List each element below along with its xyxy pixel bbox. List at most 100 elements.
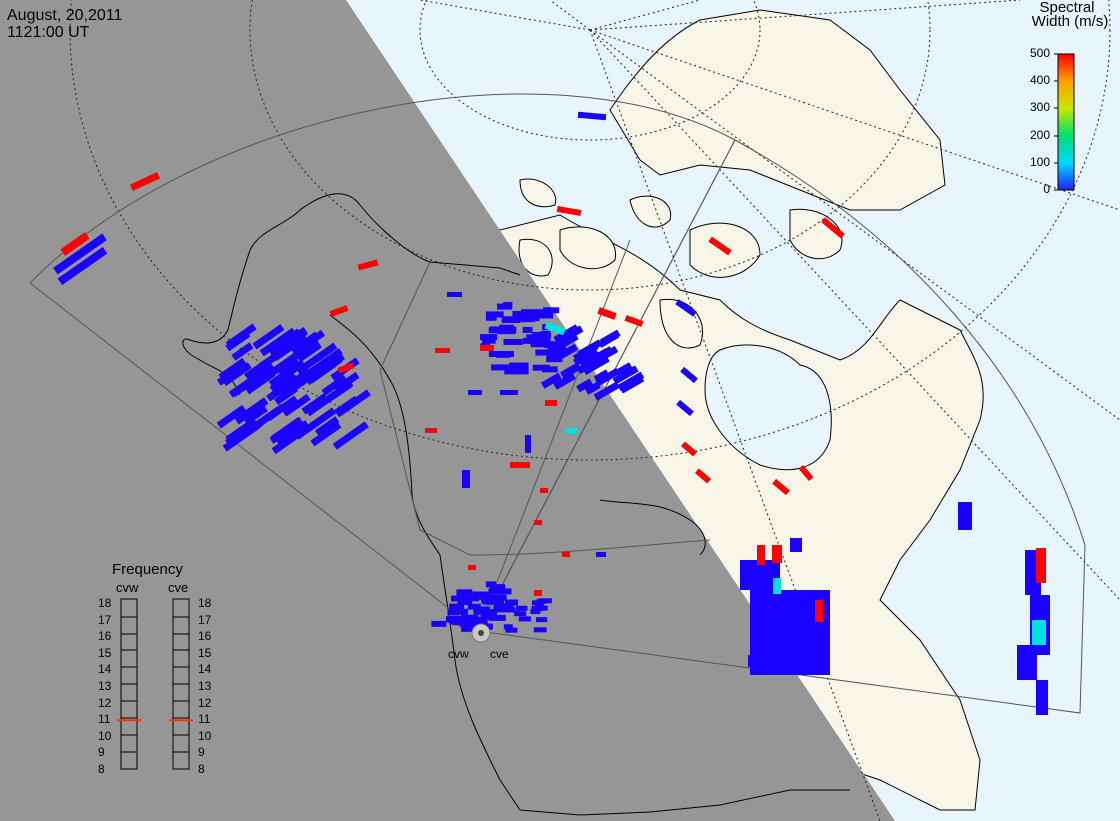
echo-cell bbox=[772, 545, 782, 563]
echo-cell bbox=[451, 595, 469, 602]
echo-cell bbox=[447, 609, 460, 616]
echo-cell bbox=[480, 334, 498, 341]
echo-cell bbox=[468, 390, 482, 395]
freq-box-gridlines bbox=[121, 616, 189, 753]
freq-tick-label-left: 8 bbox=[98, 762, 105, 776]
echo-cell bbox=[449, 603, 465, 610]
echo-cell bbox=[557, 343, 579, 360]
echo-cell bbox=[543, 307, 560, 314]
echo-cell bbox=[773, 578, 781, 594]
freq-tick-label-left: 9 bbox=[98, 745, 105, 760]
echo-cell bbox=[565, 428, 577, 434]
echo-cell bbox=[538, 312, 553, 319]
echo-cell bbox=[489, 594, 507, 601]
freq-tick-label-right: 11 bbox=[198, 712, 211, 727]
echo-cell bbox=[489, 326, 517, 333]
echo-cell bbox=[461, 614, 479, 621]
echo-cell bbox=[222, 362, 252, 386]
echo-cell bbox=[216, 404, 247, 429]
echo-cell bbox=[314, 416, 340, 437]
echo-cell bbox=[772, 478, 790, 496]
echo-cell bbox=[596, 552, 606, 557]
echo-cell bbox=[540, 488, 548, 493]
freq-tick-label-right: 14 bbox=[198, 662, 212, 677]
freq-radar-label-cvw: cvw bbox=[116, 580, 139, 595]
echo-cell bbox=[538, 598, 552, 604]
freq-tick-label-right: 12 bbox=[198, 695, 212, 710]
echo-cell bbox=[129, 171, 161, 192]
echo-cell bbox=[473, 608, 490, 615]
echo-cell bbox=[577, 339, 603, 358]
echo-cell bbox=[57, 246, 108, 286]
echo-cell bbox=[305, 356, 343, 386]
echo-cell bbox=[595, 372, 612, 387]
echo-cell bbox=[612, 365, 639, 385]
echo-cell bbox=[500, 604, 514, 610]
echo-cell bbox=[357, 259, 379, 271]
echo-cell bbox=[462, 470, 470, 488]
echo-cell bbox=[489, 585, 506, 592]
echo-cell bbox=[337, 362, 355, 374]
echo-cell bbox=[680, 366, 698, 384]
echo-cell bbox=[579, 351, 602, 369]
freq-tick-label-left: 17 bbox=[98, 612, 112, 627]
echo-cell bbox=[230, 419, 264, 446]
night-coastlines bbox=[182, 193, 850, 816]
frequency-title: Frequency bbox=[112, 561, 183, 578]
echo-cell bbox=[708, 236, 732, 256]
echo-cell bbox=[504, 607, 516, 613]
echo-cell bbox=[321, 374, 348, 396]
echo-cell bbox=[243, 405, 268, 426]
echo-cell bbox=[485, 581, 496, 588]
freq-tick-label-left: 16 bbox=[98, 629, 112, 644]
echo-cell bbox=[562, 552, 570, 557]
echo-cell bbox=[680, 441, 698, 457]
echo-cell bbox=[485, 311, 504, 318]
echo-cell bbox=[305, 407, 337, 432]
echo-cell bbox=[534, 603, 544, 609]
colorbar-title-2: Width (m/s) bbox=[1031, 13, 1109, 30]
echo-cell bbox=[480, 613, 494, 620]
colorbar-tick-label: 100 bbox=[1029, 155, 1050, 169]
echo-cell bbox=[757, 545, 765, 565]
echo-cell bbox=[467, 595, 479, 602]
freq-tick-label-left: 14 bbox=[98, 662, 112, 677]
echo-cell bbox=[790, 538, 802, 552]
echo-cell bbox=[821, 217, 845, 239]
echo-cell bbox=[544, 321, 566, 336]
echo-cell bbox=[482, 337, 496, 344]
echo-cell bbox=[332, 421, 369, 450]
echo-cell bbox=[305, 348, 343, 378]
echo-cell bbox=[584, 381, 601, 395]
echo-cell bbox=[488, 614, 506, 621]
echo-cell bbox=[480, 345, 494, 351]
echo-cell bbox=[259, 327, 297, 357]
echo-cell bbox=[512, 310, 531, 317]
freq-tick-label-left: 15 bbox=[98, 645, 112, 660]
echo-cell bbox=[488, 350, 514, 357]
freq-tick-label-left: 11 bbox=[98, 712, 111, 727]
echo-cell bbox=[329, 305, 349, 317]
echo-cell bbox=[1036, 548, 1046, 583]
echo-cell bbox=[486, 314, 497, 321]
echo-cell bbox=[234, 398, 269, 425]
echo-cell bbox=[510, 462, 530, 468]
echo-cell bbox=[271, 425, 309, 455]
echo-cell bbox=[493, 606, 506, 613]
echo-cell bbox=[483, 609, 498, 616]
echo-cell bbox=[535, 349, 549, 356]
echo-cell bbox=[466, 623, 479, 630]
echo-cell bbox=[425, 428, 437, 433]
colorbar bbox=[1057, 53, 1075, 191]
echo-cell bbox=[576, 378, 594, 393]
echo-cell bbox=[435, 348, 450, 353]
echo-cell bbox=[290, 331, 320, 355]
freq-tick-label-right: 9 bbox=[198, 745, 205, 760]
echo-cell bbox=[615, 362, 633, 377]
echo-cell bbox=[526, 334, 537, 341]
echo-cell bbox=[501, 316, 521, 323]
echo-cell bbox=[536, 617, 548, 623]
echo-cell bbox=[748, 655, 760, 667]
echo-cell bbox=[266, 375, 300, 402]
